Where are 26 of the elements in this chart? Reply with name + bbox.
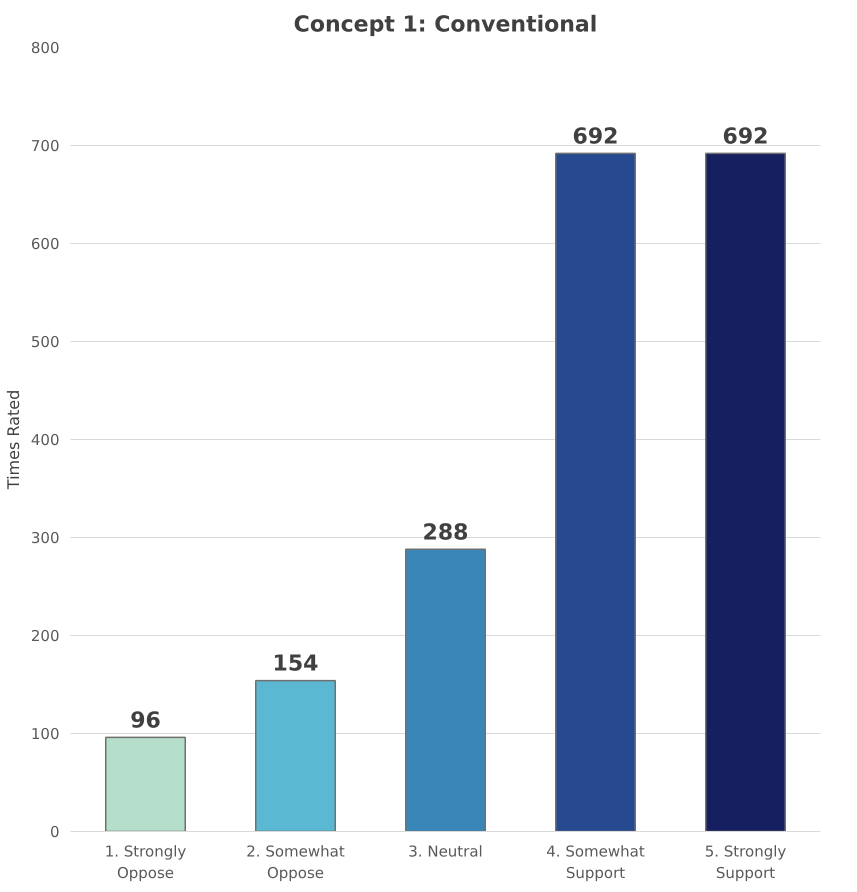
y-tick-label: 200 [30,627,60,645]
y-tick-label: 800 [30,39,60,57]
data-label: 692 [722,124,768,150]
bar [255,680,336,832]
y-tick-label: 700 [30,137,60,155]
data-label: 154 [272,652,318,677]
chart-title: Concept 1: Conventional [294,12,598,38]
x-tick-label: 4. Somewhat Support [546,842,645,882]
x-tick-label: 2. Somewhat Oppose [246,842,345,882]
y-tick-label: 100 [30,725,60,743]
bar [705,152,786,832]
y-tick-label: 400 [30,431,60,449]
x-tick-label: 5. Strongly Support [704,842,786,882]
data-label: 692 [572,124,618,150]
bar [555,152,636,832]
bar [405,548,486,832]
y-tick-label: 600 [30,235,60,253]
bar [105,736,186,832]
data-label: 288 [422,520,468,546]
y-tick-label: 0 [50,823,60,841]
y-tick-label: 500 [30,333,60,351]
x-tick-label: 3. Neutral [408,842,483,860]
y-axis-title: Times Rated [4,390,23,490]
data-label: 96 [130,708,161,734]
y-tick-label: 300 [30,529,60,547]
x-tick-label: 1. Strongly Oppose [104,842,186,882]
